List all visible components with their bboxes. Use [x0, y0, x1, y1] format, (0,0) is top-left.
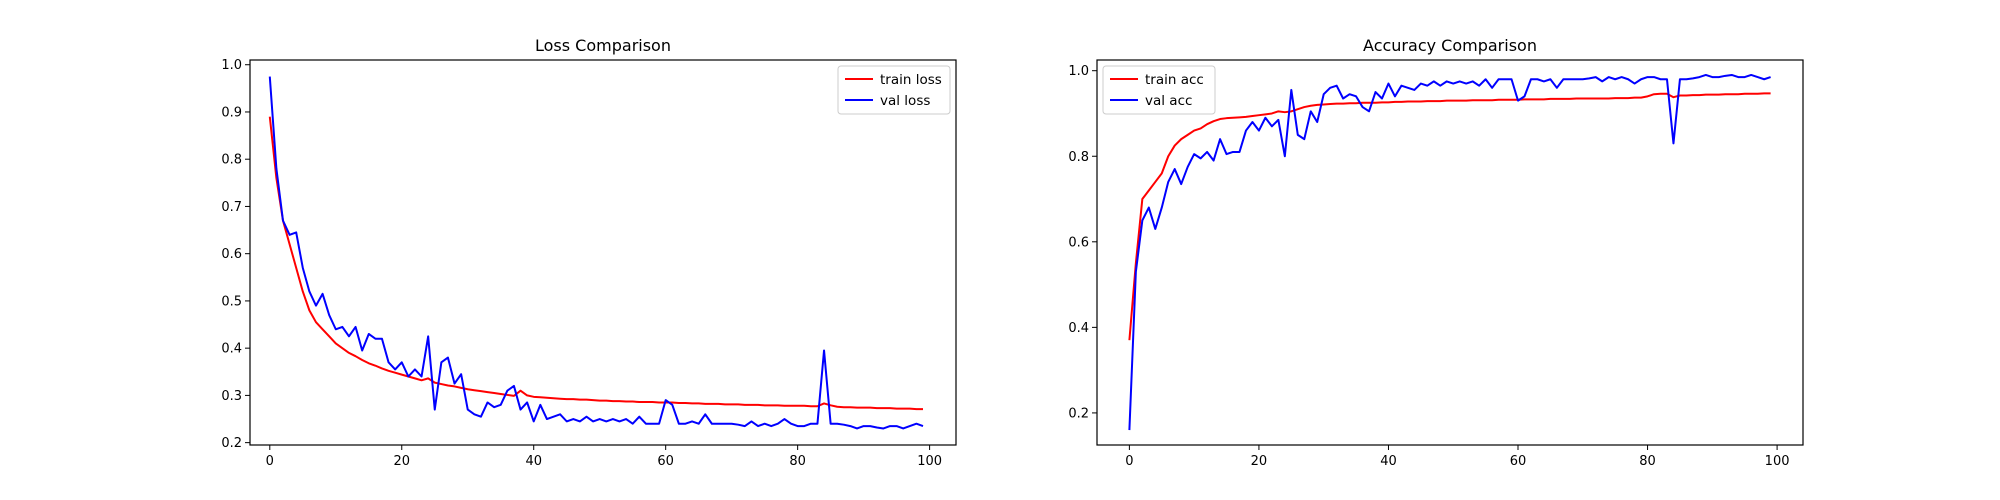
loss-y-tick-label-5: 0.7 — [221, 200, 242, 215]
loss-x-tick-label-4: 80 — [789, 454, 806, 469]
loss-legend: train loss val loss — [837, 65, 951, 115]
loss-series-line-val-loss — [268, 76, 924, 430]
accuracy-legend: train acc val acc — [1102, 65, 1216, 115]
accuracy-legend-label-val: val acc — [1145, 93, 1192, 109]
loss-series-line-train-loss — [268, 116, 924, 411]
accuracy-legend-label-train: train acc — [1145, 72, 1204, 88]
loss-x-ticks: 0 20 40 60 80 100 — [266, 445, 942, 469]
loss-y-tick-label-6: 0.8 — [221, 153, 242, 168]
accuracy-y-tick-label-3: 0.8 — [1068, 150, 1089, 165]
loss-legend-label-train: train loss — [880, 72, 942, 88]
accuracy-chart-title: Accuracy Comparison — [1363, 36, 1537, 55]
accuracy-y-ticks: 0.2 0.4 0.6 0.8 1.0 — [1068, 64, 1097, 421]
accuracy-series-line-val-acc — [1128, 73, 1771, 431]
loss-plot-frame — [249, 59, 957, 446]
accuracy-x-tick-label-3: 60 — [1510, 454, 1527, 469]
loss-y-tick-label-0: 0.2 — [221, 436, 242, 451]
accuracy-y-tick-label-0: 0.2 — [1068, 406, 1089, 421]
accuracy-y-tick-label-4: 1.0 — [1068, 64, 1089, 79]
accuracy-y-tick-label-1: 0.4 — [1068, 321, 1089, 336]
loss-y-tick-label-4: 0.6 — [221, 247, 242, 262]
loss-x-tick-label-0: 0 — [266, 454, 274, 469]
accuracy-x-tick-label-5: 100 — [1765, 454, 1790, 469]
loss-y-tick-label-3: 0.5 — [221, 294, 242, 309]
loss-y-tick-label-7: 0.9 — [221, 105, 242, 120]
accuracy-x-tick-label-1: 20 — [1251, 454, 1268, 469]
loss-chart-title: Loss Comparison — [535, 36, 671, 55]
loss-lines — [268, 76, 924, 430]
loss-y-tick-label-1: 0.3 — [221, 389, 242, 404]
accuracy-x-tick-label-0: 0 — [1125, 454, 1133, 469]
loss-y-ticks: 0.2 0.3 0.4 0.5 0.6 0.7 0.8 0.9 1.0 — [221, 58, 250, 451]
loss-legend-label-val: val loss — [880, 93, 930, 109]
accuracy-x-tick-label-2: 40 — [1380, 454, 1397, 469]
accuracy-y-tick-label-2: 0.6 — [1068, 235, 1089, 250]
accuracy-x-tick-label-4: 80 — [1639, 454, 1656, 469]
loss-x-tick-label-3: 60 — [657, 454, 674, 469]
loss-x-tick-label-2: 40 — [525, 454, 542, 469]
accuracy-lines — [1128, 73, 1771, 431]
loss-x-tick-label-1: 20 — [393, 454, 410, 469]
loss-x-tick-label-5: 100 — [917, 454, 942, 469]
loss-y-tick-label-2: 0.4 — [221, 342, 242, 357]
accuracy-chart: Accuracy Comparison 0 20 40 60 80 100 0.20.40… — [1068, 36, 1804, 469]
loss-y-tick-label-8: 1.0 — [221, 58, 242, 73]
accuracy-plot-frame — [1096, 59, 1804, 446]
accuracy-x-ticks: 0 20 40 60 80 100 — [1125, 445, 1790, 469]
accuracy-series-line-train-acc — [1128, 92, 1771, 341]
loss-chart: Loss Comparison 0 20 40 60 80 100 0.20.30.40.… — [221, 36, 957, 469]
